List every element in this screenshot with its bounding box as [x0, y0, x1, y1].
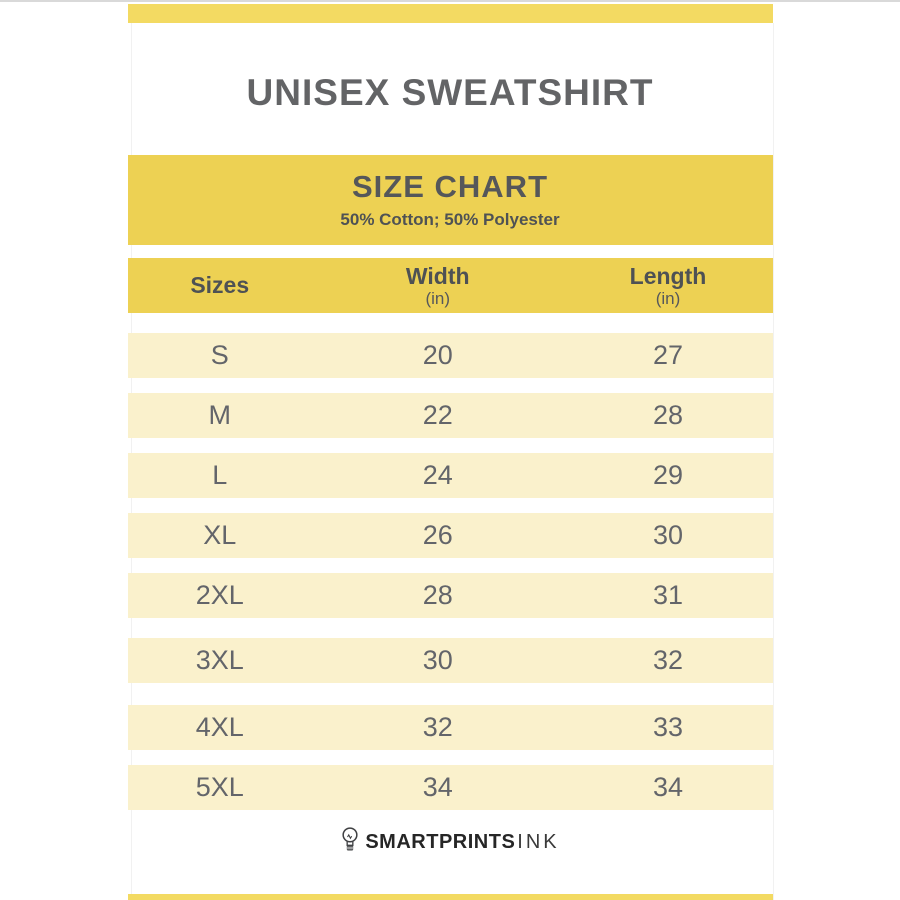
width-cell: 32	[422, 712, 453, 742]
size-table-body: S 20 27 M 22 28 L 24 29 XL 26 30 2XL 28	[127, 333, 773, 810]
table-row: M 22 28	[127, 393, 773, 438]
table-row: S 20 27	[127, 333, 773, 378]
brand-name-primary: SMARTPRINTS	[365, 830, 516, 853]
size-table-header-row: Sizes Width (in) Length (in)	[127, 258, 773, 313]
length-cell: 33	[652, 712, 684, 742]
size-chart-title: SIZE CHART	[352, 169, 548, 204]
length-cell: 32	[652, 645, 684, 675]
page-title: UNISEX SWEATSHIRT	[246, 72, 654, 113]
column-header-sizes: Sizes	[128, 273, 312, 298]
width-cell: 28	[422, 580, 453, 610]
top-accent-bar	[127, 4, 773, 23]
column-header-unit: (in)	[655, 288, 681, 308]
size-chart-header: SIZE CHART 50% Cotton; 50% Polyester	[127, 155, 773, 245]
size-cell: 5XL	[195, 772, 244, 802]
size-cell: 3XL	[195, 645, 244, 675]
table-row: 5XL 34 34	[127, 765, 773, 810]
table-row: 3XL 30 32	[127, 638, 773, 683]
size-chart-subtitle: 50% Cotton; 50% Polyester	[340, 210, 560, 229]
column-header-length: Length (in)	[564, 262, 773, 308]
lightbulb-icon	[340, 826, 360, 858]
width-cell: 34	[422, 772, 453, 802]
length-cell: 30	[652, 520, 684, 550]
width-cell: 22	[422, 400, 453, 430]
bottom-accent-bar	[128, 894, 773, 900]
column-header-width: Width (in)	[312, 262, 564, 308]
size-cell: XL	[203, 520, 237, 550]
card-edge-right	[773, 23, 774, 900]
width-cell: 30	[422, 645, 453, 675]
column-header-label: Sizes	[190, 272, 250, 298]
column-header-unit: (in)	[425, 288, 451, 308]
length-cell: 34	[652, 772, 684, 802]
size-cell: 2XL	[195, 580, 244, 610]
table-row: L 24 29	[127, 453, 773, 498]
length-cell: 27	[652, 340, 684, 370]
width-cell: 24	[422, 460, 453, 490]
content-column: UNISEX SWEATSHIRT SIZE CHART 50% Cotton;…	[127, 4, 773, 858]
table-row: 2XL 28 31	[127, 573, 773, 618]
width-cell: 26	[422, 520, 453, 550]
table-row: 4XL 32 33	[127, 705, 773, 750]
brand-footer: SMARTPRINTS INK	[128, 826, 773, 858]
length-cell: 29	[652, 460, 684, 490]
width-cell: 20	[422, 340, 453, 370]
column-header-label: Length	[629, 262, 707, 289]
table-row: XL 26 30	[127, 513, 773, 558]
size-cell: L	[212, 460, 228, 490]
length-cell: 31	[652, 580, 684, 610]
size-cell: M	[208, 400, 231, 430]
brand-name-secondary: INK	[517, 830, 560, 853]
top-hairline	[0, 0, 900, 2]
size-cell: 4XL	[195, 712, 244, 742]
length-cell: 28	[652, 400, 684, 430]
size-cell: S	[210, 340, 229, 370]
column-header-label: Width	[405, 262, 470, 289]
